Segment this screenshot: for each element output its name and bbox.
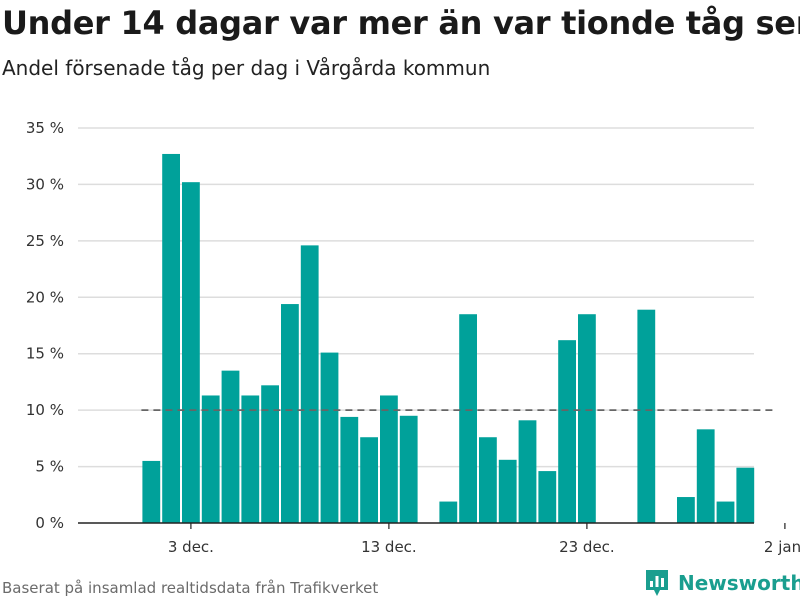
bar (498, 459, 517, 523)
bar (399, 415, 418, 523)
bar (518, 420, 537, 523)
bar (221, 370, 240, 523)
bar (201, 395, 220, 523)
bar (241, 395, 260, 523)
chart-title: Under 14 dagar var mer än var tionde tåg… (2, 4, 800, 42)
bar (162, 153, 180, 523)
bar (439, 501, 458, 523)
chart-subtitle: Andel försenade tåg per dag i Vårgårda k… (2, 56, 491, 80)
x-tick-label: 13 dec. (361, 538, 417, 556)
source-note: Baserat på insamlad realtidsdata från Tr… (2, 579, 379, 597)
y-axis-tick-labels: 0 % 5 % 10 % 15 % 20 % 25 % 30 % 35 % (26, 119, 64, 532)
x-tick-label: 23 dec. (559, 538, 615, 556)
x-tick-label: 3 dec. (168, 538, 214, 556)
x-tick-label: 2 jan. (764, 538, 800, 556)
bar (142, 460, 161, 523)
y-tick-label: 0 % (35, 514, 64, 532)
bar (459, 314, 477, 523)
bar (677, 497, 695, 523)
bar (637, 309, 656, 523)
bar (479, 437, 497, 523)
bar (320, 352, 339, 523)
bar (736, 467, 755, 523)
bar (360, 437, 378, 523)
bars (142, 153, 755, 523)
x-axis: 3 dec. 13 dec. 23 dec. 2 jan. (78, 522, 800, 556)
y-tick-label: 15 % (26, 345, 64, 363)
bar (281, 304, 299, 523)
bar (578, 314, 596, 523)
bar (182, 182, 200, 523)
y-tick-label: 20 % (26, 288, 64, 306)
bar (380, 395, 398, 523)
bar (558, 340, 576, 523)
y-tick-label: 35 % (26, 119, 64, 137)
bar-chart-logo-icon (646, 570, 668, 596)
bar (300, 245, 319, 523)
bar (538, 471, 557, 523)
y-tick-label: 5 % (35, 458, 64, 476)
brand-logo[interactable]: Newsworthy (644, 568, 800, 598)
brand-name: Newsworthy (678, 571, 800, 595)
bar (696, 429, 715, 523)
bar (716, 501, 735, 523)
y-tick-label: 25 % (26, 232, 64, 250)
bar (340, 416, 359, 523)
bar (261, 385, 279, 523)
y-tick-label: 10 % (26, 401, 64, 419)
y-tick-label: 30 % (26, 175, 64, 193)
